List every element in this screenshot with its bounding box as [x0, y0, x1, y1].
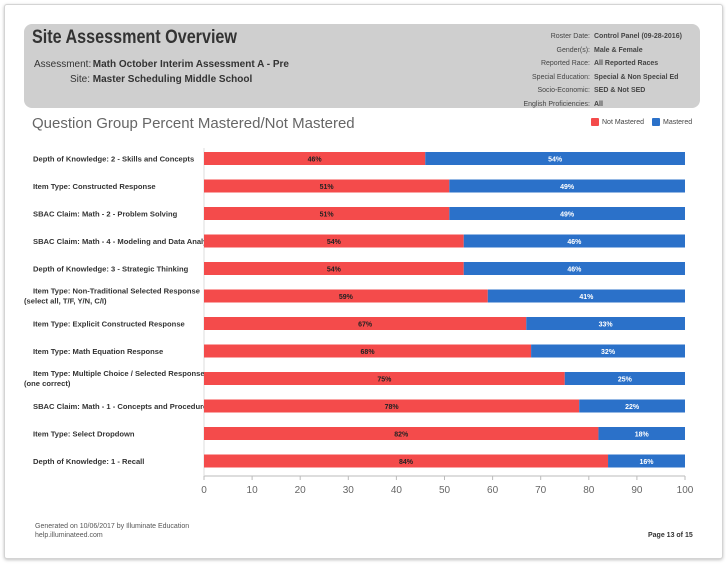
category-label: Item Type: Constructed Response [33, 182, 156, 191]
assessment-value: Math October Interim Assessment A - Pre [92, 59, 289, 70]
x-tick-label: 40 [391, 485, 403, 496]
bar-not-mastered [204, 399, 580, 413]
bar-mastered [487, 289, 685, 303]
bar-not-mastered [204, 372, 565, 385]
bar-mastered [564, 372, 685, 385]
category-label: Item Type: Multiple Choice / Selected Re… [24, 369, 205, 388]
bar-label-not-mastered: 46% [308, 157, 323, 164]
x-tick-label: 30 [343, 485, 355, 496]
category-label: Item Type: Math Equation Response [33, 347, 163, 356]
bar-label-not-mastered: 68% [361, 349, 376, 356]
x-tick-label: 60 [487, 485, 499, 496]
bar-not-mastered [204, 317, 527, 330]
category-label: SBAC Claim: Math - 1 - Concepts and Proc… [33, 402, 211, 411]
chart-title: Question Group Percent Mastered/Not Mast… [32, 115, 355, 132]
x-tick-label: 100 [677, 485, 694, 496]
category-label: Depth of Knowledge: 2 - Skills and Conce… [33, 155, 194, 164]
bar-label-mastered: 25% [618, 377, 633, 384]
bar-not-mastered [204, 262, 464, 275]
site-value: Master Scheduling Middle School [92, 74, 253, 85]
bar-mastered [608, 454, 685, 468]
bar-label-mastered: 41% [579, 294, 594, 301]
bar-label-not-mastered: 59% [339, 294, 354, 301]
x-tick-label: 0 [201, 485, 207, 496]
meta-row: English Proficiencies: All [523, 100, 603, 108]
bar-not-mastered [204, 344, 532, 358]
category-label: Item Type: Explicit Constructed Response [33, 320, 185, 329]
legend-label-mastered: Mastered [663, 118, 693, 126]
bar-label-mastered: 33% [599, 322, 614, 329]
report-title: Site Assessment Overview [32, 27, 237, 48]
bar-label-not-mastered: 54% [327, 239, 342, 246]
site-line: Site: Master Scheduling Middle School [34, 74, 252, 85]
bar-label-not-mastered: 54% [327, 267, 342, 274]
meta-row: Socio-Economic: SED & Not SED [537, 87, 646, 94]
footer-generated-text: Generated on 10/06/2017 by Illuminate Ed… [35, 523, 190, 530]
x-tick-label: 80 [583, 485, 595, 496]
bar-mastered [598, 427, 685, 440]
bar-label-mastered: 54% [548, 157, 563, 164]
bar-mastered [425, 152, 685, 165]
x-tick-label: 70 [535, 485, 547, 496]
category-label: Item Type: Select Dropdown [33, 430, 135, 439]
bar-mastered [579, 399, 685, 413]
bar-mastered [463, 262, 685, 275]
footer-site-link[interactable]: help.illuminateed.com [35, 532, 103, 539]
assessment-label: Assessment: [34, 59, 92, 70]
bar-label-not-mastered: 75% [377, 377, 392, 384]
bar-not-mastered [204, 427, 599, 440]
bar-label-mastered: 46% [567, 239, 582, 246]
bar-mastered [449, 207, 685, 220]
bar-label-mastered: 49% [560, 184, 575, 191]
meta-row: Reported Race: All Reported Races [540, 60, 659, 67]
meta-row: Gender(s): Male & Female [556, 46, 643, 54]
bar-not-mastered [204, 207, 450, 220]
bar-label-not-mastered: 67% [358, 322, 373, 329]
meta-row: Special Education: Special & Non Special … [532, 73, 679, 81]
legend-mastered: Mastered [652, 118, 692, 126]
bar-not-mastered [204, 234, 464, 248]
x-tick-label: 10 [247, 485, 259, 496]
assessment-line: Assessment: Math October Interim Assessm… [34, 59, 289, 70]
footer-generated: Generated on 10/06/2017 by Illuminate Ed… [35, 522, 189, 540]
bar-not-mastered [204, 152, 426, 165]
bar-not-mastered [204, 289, 488, 303]
category-label: SBAC Claim: Math - 4 - Modeling and Data… [33, 237, 218, 246]
x-tick-label: 20 [295, 485, 307, 496]
meta-row: Roster Date: Control Panel (09-28-2016) [550, 33, 682, 40]
bar-mastered [449, 179, 685, 193]
bar-label-mastered: 49% [560, 212, 575, 219]
bar-label-not-mastered: 51% [320, 184, 335, 191]
category-label: Depth of Knowledge: 1 - Recall [33, 457, 144, 466]
bar-mastered [526, 317, 685, 330]
bar-label-not-mastered: 84% [399, 459, 414, 466]
bar-label-mastered: 32% [601, 349, 616, 356]
legend-not-mastered: Not Mastered [591, 118, 644, 126]
bar-label-not-mastered: 51% [320, 212, 335, 219]
category-label: SBAC Claim: Math - 2 - Problem Solving [33, 210, 178, 219]
bar-label-mastered: 46% [567, 267, 582, 274]
site-label: Site: [69, 74, 90, 85]
bar-label-mastered: 16% [640, 459, 655, 466]
x-tick-label: 50 [439, 485, 451, 496]
bar-mastered [463, 234, 685, 248]
category-label: Item Type: Non-Traditional Selected Resp… [24, 287, 200, 306]
report-header: Site Assessment Overview Assessment: Mat… [24, 24, 700, 108]
legend-swatch-not-mastered [591, 118, 599, 126]
legend-label-not-mastered: Not Mastered [602, 118, 645, 126]
page-number: Page 13 of 15 [648, 532, 693, 539]
roster-meta: Roster Date: Control Panel (09-28-2016) G… [523, 30, 694, 111]
bar-label-mastered: 22% [625, 404, 640, 411]
x-tick-label: 90 [631, 485, 643, 496]
bar-mastered [531, 344, 685, 358]
bar-label-not-mastered: 82% [394, 432, 409, 439]
bar-label-mastered: 18% [635, 432, 650, 439]
bar-not-mastered [204, 179, 450, 193]
category-label: Depth of Knowledge: 3 - Strategic Thinki… [33, 265, 189, 274]
bar-not-mastered [204, 454, 609, 468]
legend-swatch-mastered [652, 118, 660, 126]
bar-label-not-mastered: 78% [385, 404, 400, 411]
